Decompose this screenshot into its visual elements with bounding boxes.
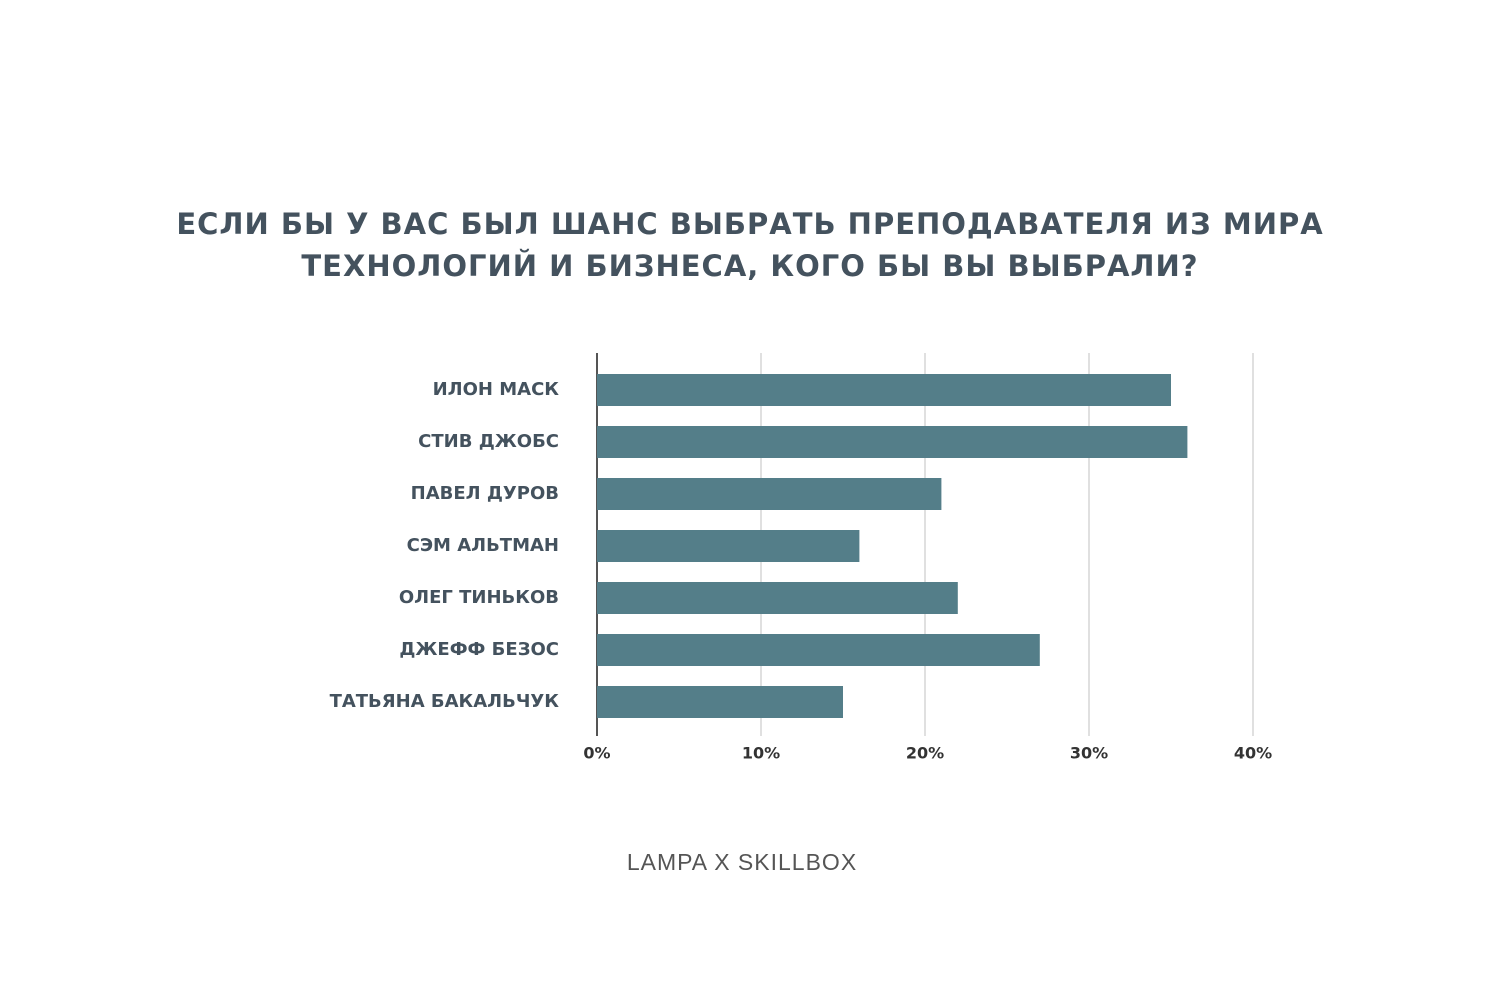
x-tick-label: 40% — [1234, 744, 1272, 763]
bar — [597, 374, 1171, 406]
footer: LAMPA X SKILLBOX — [627, 849, 857, 875]
x-tick-label: 10% — [742, 744, 780, 763]
y-tick-label: ИЛОН МАСК — [433, 379, 560, 400]
y-tick-label: ТАТЬЯНА БАКАЛЬЧУК — [330, 691, 560, 712]
bar — [597, 582, 958, 614]
x-tick-label: 30% — [1070, 744, 1108, 763]
bar — [597, 478, 942, 510]
bar — [597, 530, 860, 562]
y-tick-label: ДЖЕФФ БЕЗОС — [399, 639, 559, 660]
y-tick-label: СЭМ АЛЬТМАН — [407, 535, 559, 556]
chart-title: ЕСЛИ БЫ У ВАС БЫЛ ШАНС ВЫБРАТЬ ПРЕПОДАВА… — [176, 207, 1323, 241]
y-tick-label: ПАВЕЛ ДУРОВ — [411, 483, 559, 504]
chart-title: ТЕХНОЛОГИЙ И БИЗНЕСА, КОГО БЫ ВЫ ВЫБРАЛИ… — [301, 249, 1198, 283]
bar — [597, 686, 843, 718]
y-tick-label: СТИВ ДЖОБС — [418, 431, 559, 452]
y-tick-label: ОЛЕГ ТИНЬКОВ — [399, 587, 559, 608]
bar — [597, 426, 1188, 458]
x-tick-label: 20% — [906, 744, 944, 763]
x-tick-label: 0% — [583, 744, 610, 763]
bar — [597, 634, 1040, 666]
